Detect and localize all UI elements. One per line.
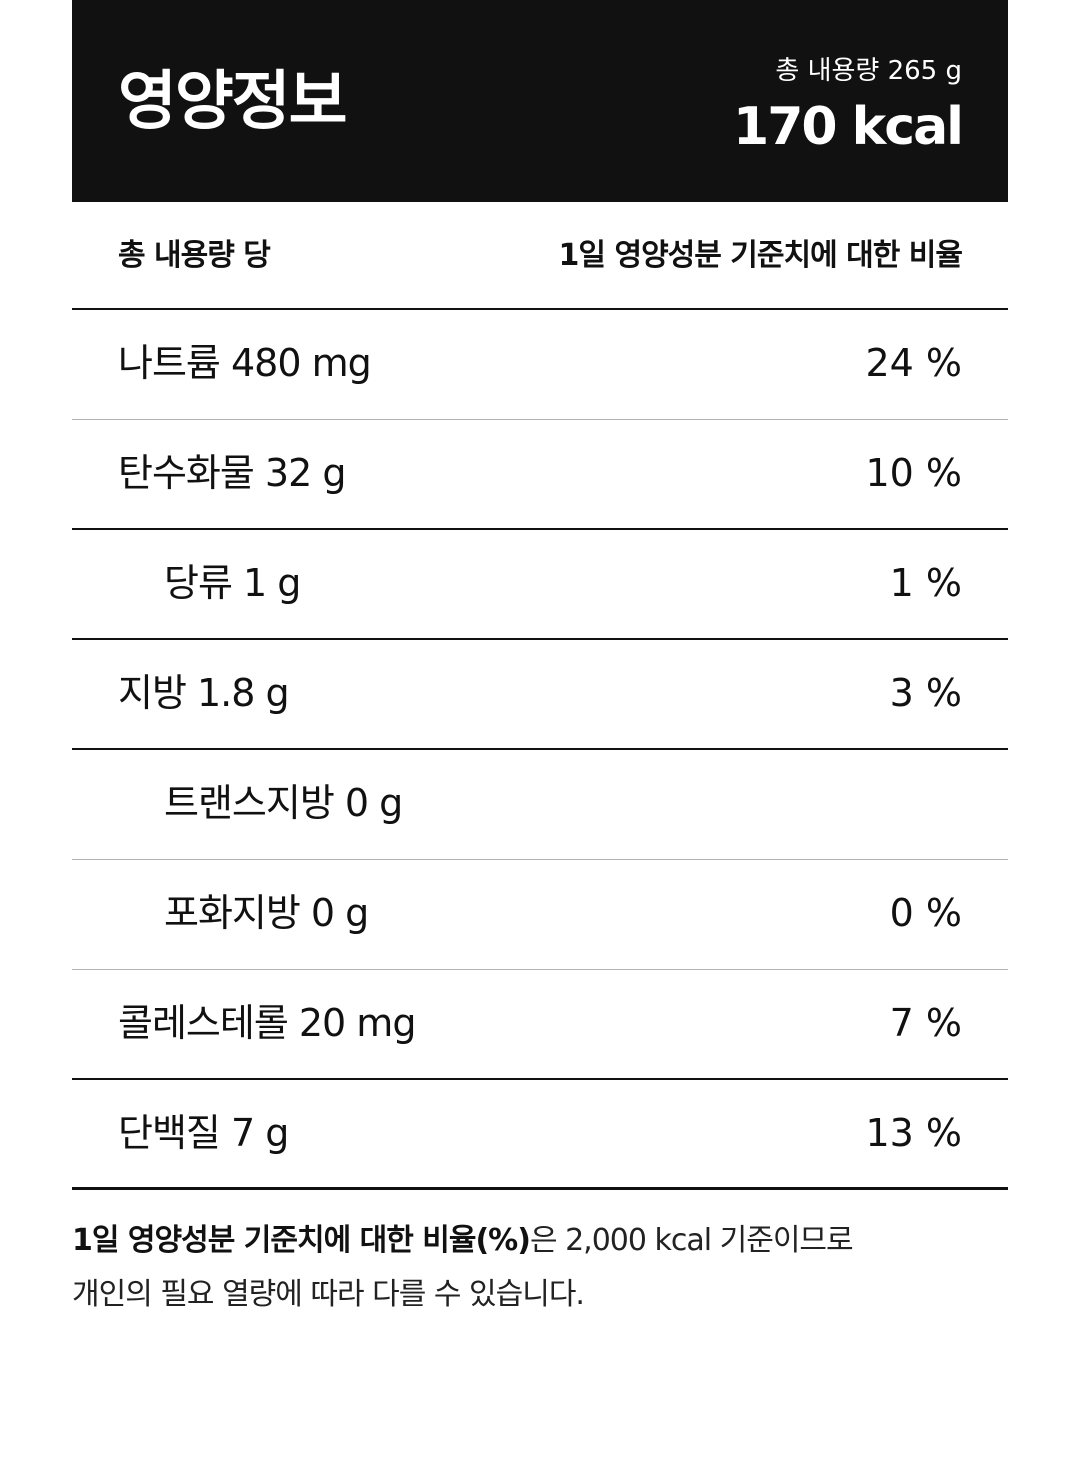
nutrient-name: 나트륨 480 mg [118,341,372,385]
nutrient-row-fat: 지방 1.8 g 3 % [72,640,1008,750]
nutrient-row-trans-fat: 트랜스지방 0 g [72,750,1008,860]
nutrient-percent: 1 % [889,561,962,605]
nutrient-row-cholesterol: 콜레스테롤 20 mg 7 % [72,970,1008,1080]
nutrient-row-saturated-fat: 포화지방 0 g 0 % [72,860,1008,970]
nutrient-name: 지방 1.8 g [118,671,290,715]
nutrient-name: 단백질 7 g [118,1111,289,1155]
footnote-line2: 개인의 필요 열량에 따라 다를 수 있습니다. [72,1277,585,1312]
nutrient-row-sodium: 나트륨 480 mg 24 % [72,310,1008,420]
column-header-right: 1일 영양성분 기준치에 대한 비율 [558,238,963,273]
nutrient-row-carbohydrate: 탄수화물 32 g 10 % [72,420,1008,530]
nutrient-percent: 13 % [865,1111,962,1155]
column-header: 총 내용량 당 1일 영양성분 기준치에 대한 비율 [72,202,1008,310]
nutrient-percent: 24 % [865,341,962,385]
nutrient-name: 콜레스테롤 20 mg [118,1001,416,1045]
nutrient-percent: 7 % [889,1001,962,1045]
nutrient-name: 당류 1 g [164,561,301,605]
nutrient-percent: 3 % [889,671,962,715]
nutrient-name: 트랜스지방 0 g [164,781,403,825]
calories: 170 kcal [733,97,964,157]
nutrient-percent: 10 % [865,451,962,495]
footnote-line1: 은 2,000 kcal 기준이므로 [529,1223,854,1258]
label-title: 영양정보 [118,65,348,139]
nutrition-label: 영양정보 총 내용량 265 g 170 kcal 총 내용량 당 1일 영양성… [72,0,1008,1322]
total-amount: 총 내용량 265 g [775,56,962,86]
nutrient-percent: 0 % [889,891,962,935]
nutrient-row-sugars: 당류 1 g 1 % [72,530,1008,640]
column-header-left: 총 내용량 당 [118,238,271,273]
nutrient-name: 포화지방 0 g [164,891,369,935]
nutrient-name: 탄수화물 32 g [118,451,346,495]
footnote: 1일 영양성분 기준치에 대한 비율(%)은 2,000 kcal 기준이므로 … [72,1190,1008,1322]
footnote-bold: 1일 영양성분 기준치에 대한 비율(%) [72,1223,531,1258]
label-header: 영양정보 총 내용량 265 g 170 kcal [72,0,1008,202]
nutrient-row-protein: 단백질 7 g 13 % [72,1080,1008,1190]
